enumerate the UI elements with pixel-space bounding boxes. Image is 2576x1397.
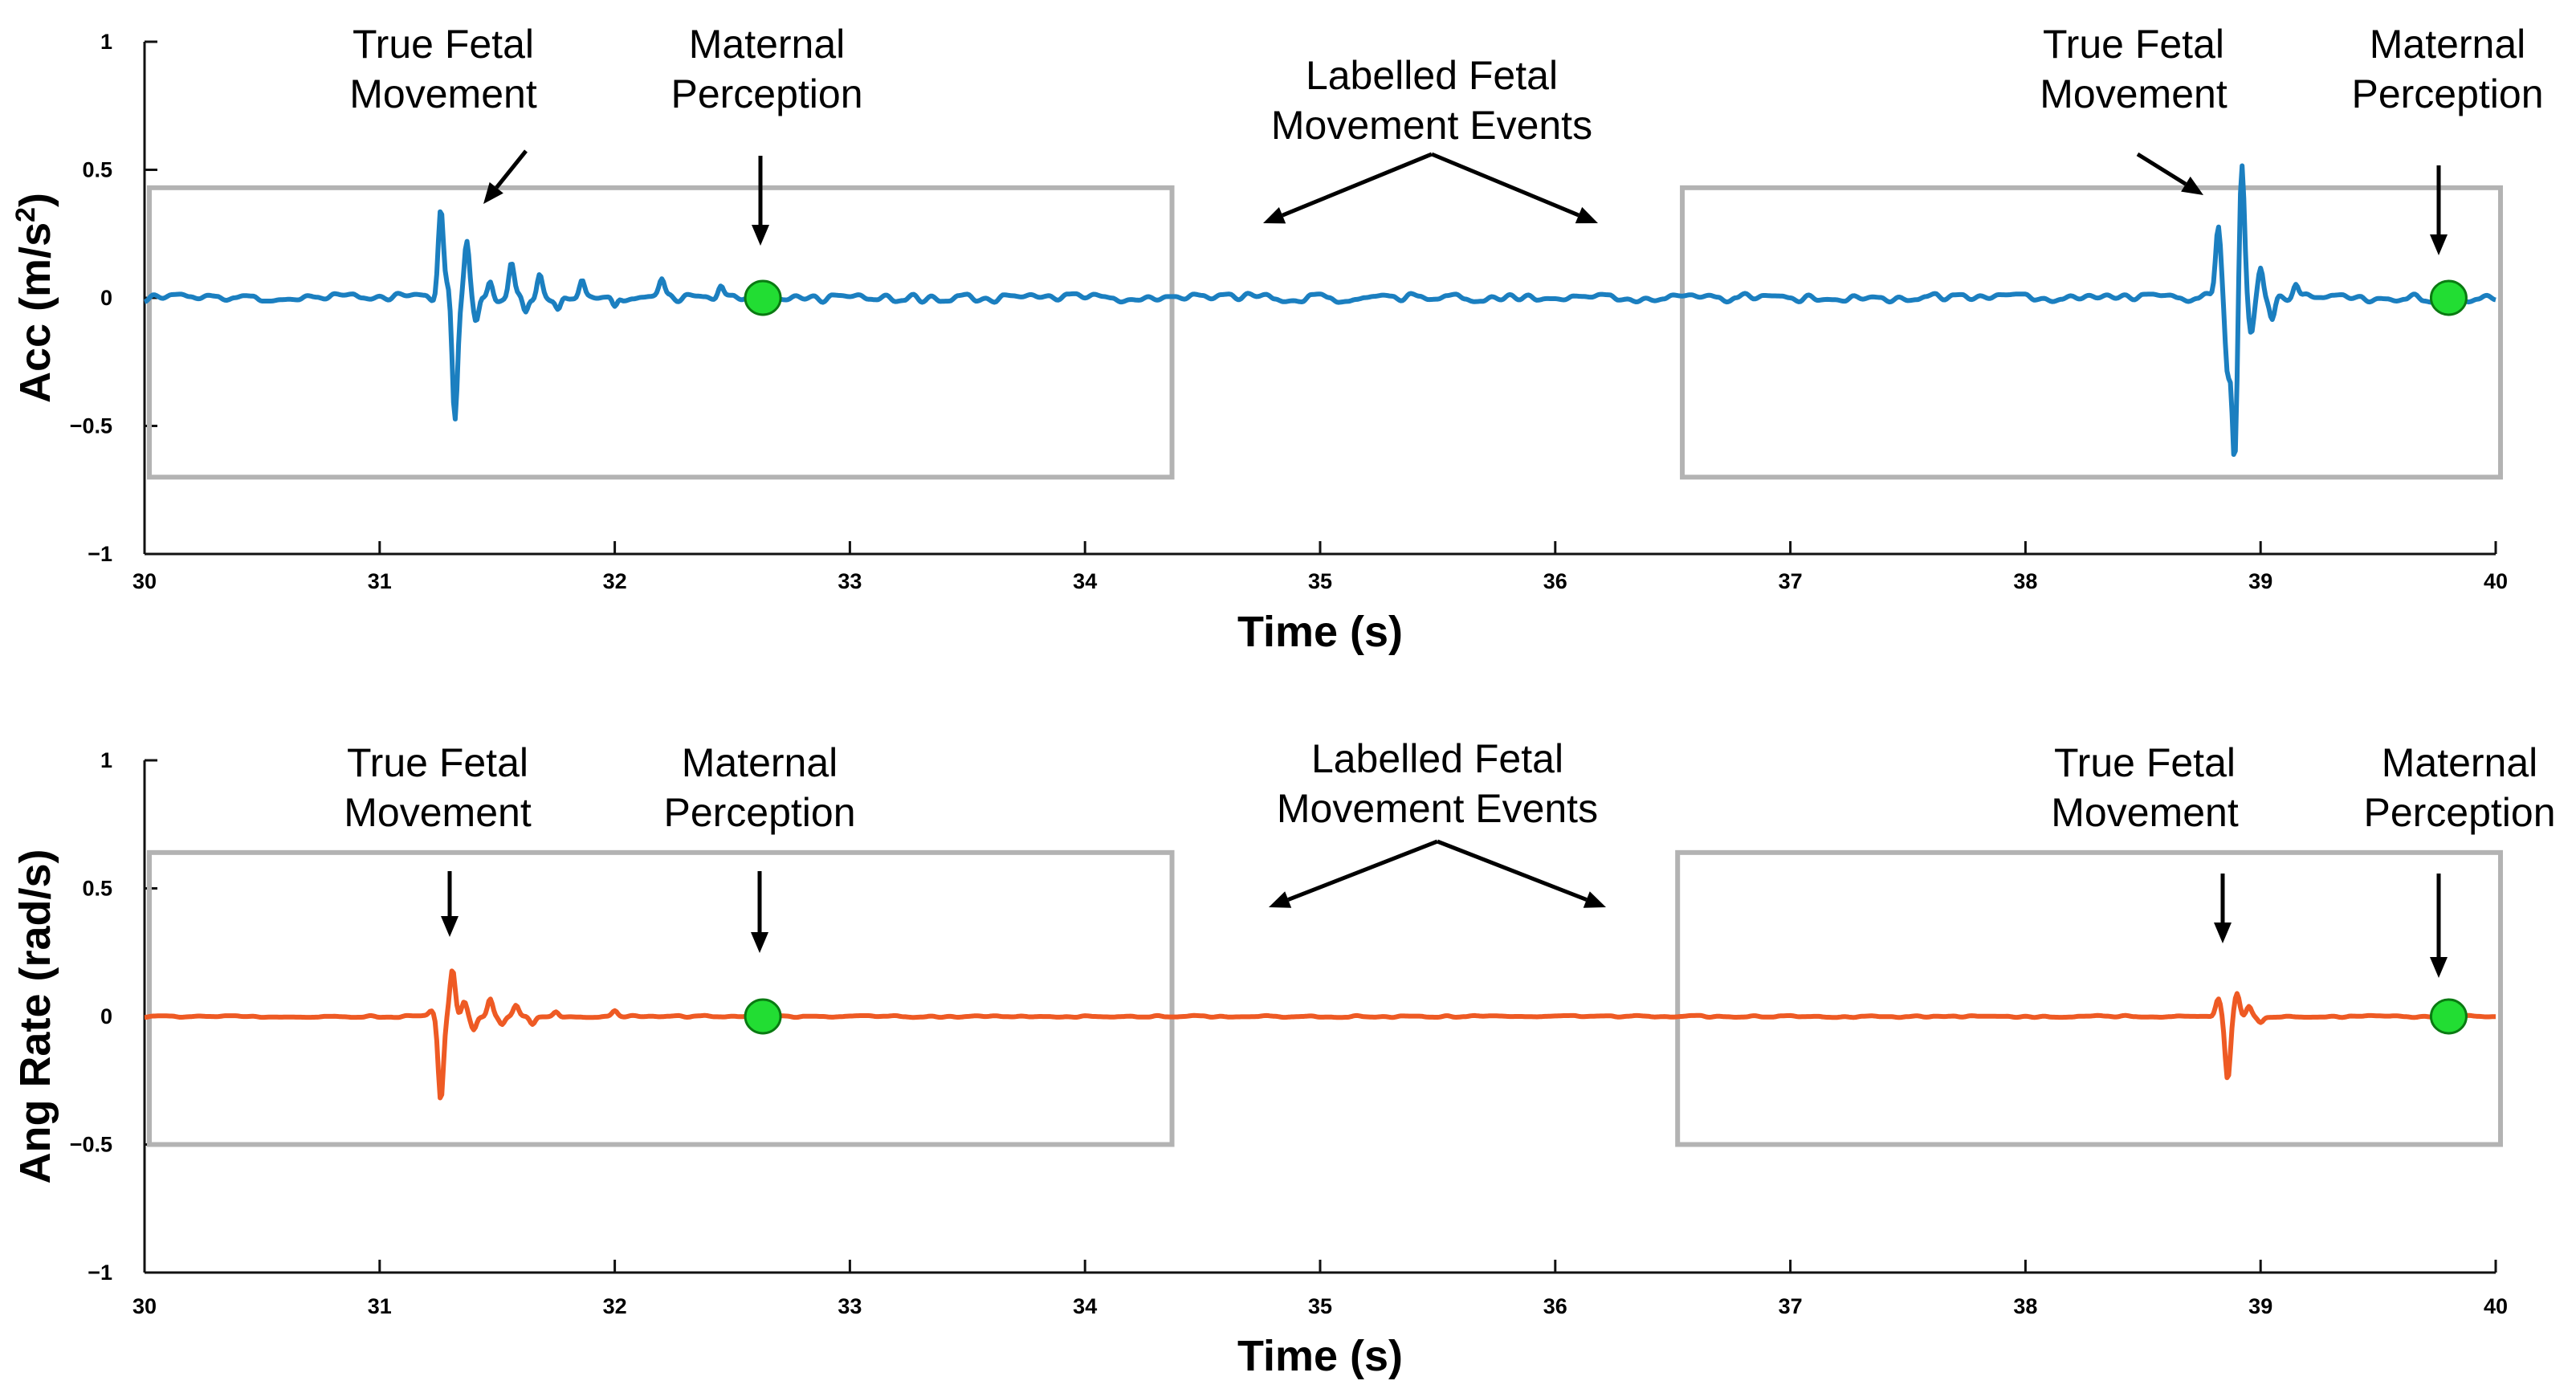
annotation-arrow: [2430, 165, 2448, 255]
maternal-perception-point: [2429, 279, 2468, 316]
annotation-arrow: [1437, 839, 1606, 908]
y-tick-label: 1: [100, 30, 112, 54]
y-axis-title: Acc (m/s2): [10, 193, 59, 403]
x-tick-label: 30: [132, 1294, 157, 1318]
x-tick-label: 34: [1073, 1294, 1097, 1318]
y-tick-label: 0: [100, 286, 112, 310]
x-tick-label: 35: [1308, 1294, 1332, 1318]
annotation-arrow: [2214, 874, 2232, 943]
x-tick-label: 35: [1308, 569, 1332, 593]
maternal-perception-point: [744, 998, 782, 1035]
annotation-ang-fetal-2: True Fetal Movement: [2051, 740, 2239, 835]
acc-chart: 30 31 32 33 34 35 36 37 38 39 40 1 0.5 0 −0.5 −1 Time (s…: [10, 22, 2544, 656]
x-tick-label: 38: [2013, 1294, 2037, 1318]
y-tick-label: −0.5: [70, 1133, 112, 1157]
x-tick-label: 33: [838, 569, 862, 593]
x-tick-label: 39: [2248, 1294, 2272, 1318]
annotation-acc-maternal-2: Maternal Perception: [2351, 22, 2543, 116]
annotation-acc-fetal-1: True Fetal Movement: [349, 22, 537, 116]
annotation-arrow: [752, 156, 769, 246]
x-tick-label: 34: [1073, 569, 1097, 593]
annotation-acc-labelled: Labelled Fetal Movement Events: [1271, 53, 1592, 148]
annotation-acc-maternal-1: Maternal Perception: [670, 22, 862, 116]
y-tick-label: 0.5: [82, 158, 112, 182]
annotation-arrow: [483, 149, 528, 204]
annotation-ang-maternal-1: Maternal Perception: [663, 740, 855, 835]
y-tick-label: 0.5: [82, 877, 112, 901]
x-tick-label: 37: [1779, 1294, 1803, 1318]
y-tick-label: −1: [88, 1261, 112, 1285]
event-box: [147, 185, 1175, 480]
annotation-ang-maternal-2: Maternal Perception: [2363, 740, 2555, 835]
ang-rate-chart: 30 31 32 33 34 35 36 37 38 39 40 1 0.5 0 −0.5 −1 Time (s…: [11, 736, 2556, 1380]
annotation-arrow: [441, 871, 459, 937]
maternal-perception-point: [2429, 998, 2468, 1035]
annotation-ang-labelled: Labelled Fetal Movement Events: [1277, 736, 1598, 831]
event-box: [1675, 849, 2503, 1147]
annotation-arrow: [2136, 152, 2203, 195]
y-tick-label: −0.5: [70, 414, 112, 438]
x-tick-label: 40: [2484, 569, 2508, 593]
annotation-ang-fetal-1: True Fetal Movement: [344, 740, 532, 835]
x-tick-label: 30: [132, 569, 157, 593]
y-tick-label: 1: [100, 748, 112, 772]
x-tick-label: 39: [2248, 569, 2272, 593]
annotation-arrow: [1263, 152, 1433, 224]
x-tick-label: 31: [368, 569, 392, 593]
x-tick-label: 32: [603, 1294, 627, 1318]
y-tick-label: 0: [100, 1004, 112, 1028]
x-tick-label: 38: [2013, 569, 2037, 593]
series-line: [144, 968, 2497, 1101]
annotation-acc-fetal-2: True Fetal Movement: [2040, 22, 2228, 116]
x-tick-label: 33: [838, 1294, 862, 1318]
maternal-perception-point: [744, 279, 782, 316]
x-tick-label: 36: [1543, 569, 1567, 593]
annotation-arrow: [751, 871, 768, 953]
x-tick-label: 31: [368, 1294, 392, 1318]
x-tick-label: 40: [2484, 1294, 2508, 1318]
event-box: [147, 849, 1175, 1147]
x-tick-label: 36: [1543, 1294, 1567, 1318]
x-tick-label: 32: [603, 569, 627, 593]
annotation-arrow: [1269, 839, 1438, 908]
annotation-arrow: [1431, 152, 1598, 224]
series-line: [144, 163, 2497, 457]
y-axis-title: Ang Rate (rad/s): [11, 849, 59, 1183]
annotation-arrow: [2430, 874, 2448, 978]
x-tick-label: 37: [1779, 569, 1803, 593]
event-box: [1680, 185, 2503, 480]
x-axis-title: Time (s): [1237, 608, 1403, 656]
y-tick-label: −1: [88, 542, 112, 566]
x-axis-title: Time (s): [1237, 1332, 1403, 1380]
